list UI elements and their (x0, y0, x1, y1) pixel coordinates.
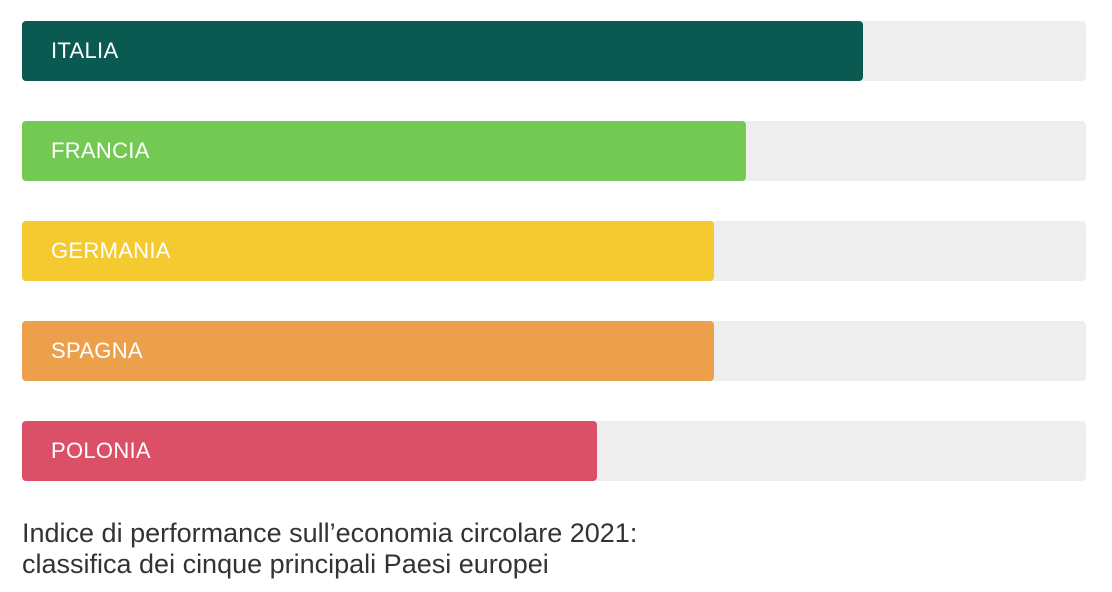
bar-row-germania: GERMANIA (22, 221, 1086, 281)
chart-caption: Indice di performance sull’economia circ… (22, 518, 1086, 580)
bar-row-francia: FRANCIA (22, 121, 1086, 181)
bar-spagna (22, 321, 714, 381)
bar-francia (22, 121, 746, 181)
bar-label-germania: GERMANIA (51, 238, 171, 263)
bar-label-polonia: POLONIA (51, 438, 151, 463)
bar-label-spagna: SPAGNA (51, 338, 143, 363)
bar-row-italia: ITALIA (22, 21, 1086, 81)
bar-italia (22, 21, 863, 81)
bar-row-polonia: POLONIA (22, 421, 1086, 481)
bar-label-francia: FRANCIA (51, 138, 150, 163)
bar-germania (22, 221, 714, 281)
bar-chart: ITALIA FRANCIA GERMANIA SPAGNA POLONIA (22, 21, 1086, 521)
bar-polonia (22, 421, 597, 481)
bar-row-spagna: SPAGNA (22, 321, 1086, 381)
bar-label-italia: ITALIA (51, 38, 119, 63)
caption-line-2: classifica dei cinque principali Paesi e… (22, 549, 549, 579)
caption-line-1: Indice di performance sull’economia circ… (22, 518, 638, 548)
